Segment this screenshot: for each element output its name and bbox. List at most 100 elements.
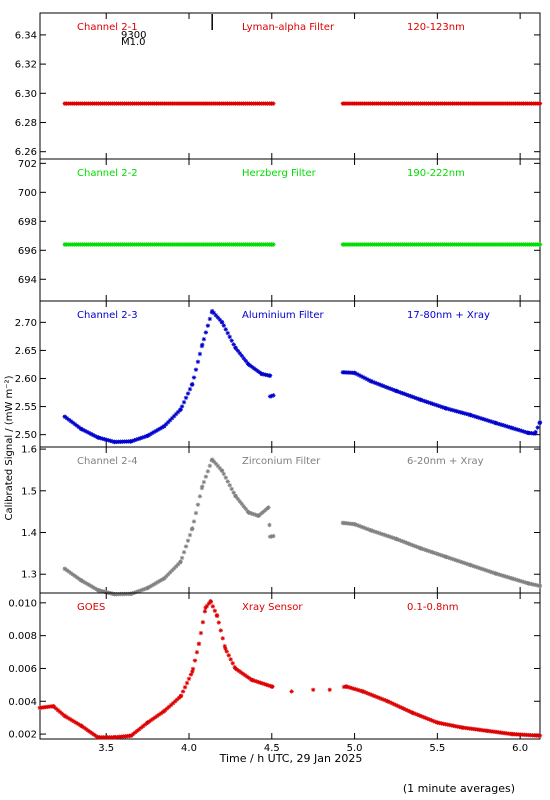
data-point bbox=[479, 566, 485, 572]
data-point bbox=[386, 534, 391, 539]
data-point bbox=[443, 406, 448, 411]
data-point bbox=[175, 562, 181, 567]
data-point bbox=[171, 566, 177, 571]
data-point bbox=[187, 532, 193, 538]
data-point bbox=[386, 385, 391, 391]
data-point bbox=[157, 426, 163, 431]
data-point bbox=[95, 435, 101, 440]
data-point bbox=[372, 380, 377, 385]
panel-filter-label: Herzberg Filter bbox=[242, 168, 317, 179]
data-point bbox=[128, 439, 134, 444]
data-point bbox=[427, 717, 432, 722]
data-point bbox=[390, 535, 395, 540]
data-point bbox=[157, 578, 163, 583]
data-point bbox=[344, 684, 349, 689]
panel-channel-label: Channel 2-4 bbox=[77, 456, 138, 467]
data-point bbox=[161, 424, 167, 429]
y-tick-label: 1.4 bbox=[21, 528, 37, 539]
data-point bbox=[128, 733, 134, 738]
data-point bbox=[73, 720, 78, 725]
data-point bbox=[216, 620, 222, 625]
data-point bbox=[459, 725, 465, 730]
data-point bbox=[148, 584, 153, 589]
data-point bbox=[432, 402, 437, 407]
data-point bbox=[206, 601, 212, 606]
data-point bbox=[86, 582, 91, 587]
data-point bbox=[266, 683, 271, 688]
data-point bbox=[389, 700, 394, 706]
x-tick-label: 5.0 bbox=[347, 743, 363, 754]
data-point bbox=[165, 419, 171, 425]
data-point bbox=[150, 583, 155, 588]
data-point bbox=[485, 568, 491, 574]
data-point bbox=[142, 586, 147, 592]
data-point bbox=[68, 570, 73, 576]
data-point bbox=[364, 526, 370, 532]
data-point bbox=[402, 391, 407, 397]
data-point bbox=[438, 404, 443, 409]
data-point bbox=[406, 541, 411, 546]
data-point bbox=[188, 672, 194, 677]
data-point bbox=[92, 433, 97, 438]
data-point bbox=[231, 490, 236, 495]
data-point bbox=[431, 718, 436, 724]
data-point bbox=[230, 661, 235, 666]
data-point bbox=[167, 570, 173, 575]
data-point bbox=[477, 415, 483, 421]
data-point bbox=[110, 439, 115, 444]
data-point bbox=[62, 101, 68, 106]
data-point bbox=[258, 680, 263, 685]
data-point bbox=[179, 404, 185, 409]
data-point bbox=[137, 726, 142, 732]
data-point bbox=[198, 630, 204, 636]
data-point bbox=[76, 424, 81, 430]
data-point bbox=[74, 575, 79, 580]
data-point bbox=[446, 406, 451, 412]
data-point bbox=[209, 457, 215, 462]
data-point bbox=[215, 463, 221, 469]
data-point bbox=[181, 549, 187, 555]
panel-filter-label: Lyman-alpha Filter bbox=[242, 22, 335, 33]
data-point bbox=[207, 463, 213, 469]
data-point bbox=[91, 732, 96, 737]
data-series bbox=[37, 599, 543, 740]
data-point bbox=[66, 417, 72, 422]
data-series bbox=[62, 101, 543, 106]
data-point bbox=[65, 715, 71, 721]
data-point bbox=[513, 426, 519, 432]
data-point bbox=[237, 350, 242, 356]
data-point bbox=[537, 420, 543, 425]
data-point bbox=[355, 687, 361, 693]
data-point bbox=[392, 388, 397, 393]
data-point bbox=[412, 543, 417, 549]
data-point bbox=[268, 683, 273, 689]
data-point bbox=[64, 568, 70, 573]
data-point bbox=[465, 412, 471, 417]
data-point bbox=[519, 579, 524, 584]
data-point bbox=[72, 421, 77, 427]
data-point bbox=[420, 398, 425, 403]
data-point bbox=[491, 570, 497, 576]
data-point bbox=[70, 572, 75, 577]
data-point bbox=[145, 433, 150, 438]
data-point bbox=[81, 725, 86, 730]
data-point bbox=[173, 411, 179, 417]
data-point bbox=[219, 468, 225, 473]
data-point bbox=[515, 427, 521, 432]
data-point bbox=[469, 563, 475, 568]
y-tick-label: 2.55 bbox=[15, 402, 37, 413]
data-point bbox=[246, 675, 251, 680]
data-point bbox=[267, 522, 272, 528]
data-point bbox=[82, 428, 87, 433]
data-point bbox=[110, 591, 115, 596]
data-point bbox=[106, 438, 111, 443]
data-point bbox=[537, 583, 543, 589]
data-point bbox=[229, 486, 234, 492]
data-point bbox=[526, 430, 531, 436]
data-point bbox=[203, 330, 209, 335]
data-point bbox=[521, 579, 526, 585]
data-point bbox=[193, 510, 199, 516]
panel-band-label: 6-20nm + Xray bbox=[407, 456, 484, 467]
data-point bbox=[163, 574, 169, 579]
